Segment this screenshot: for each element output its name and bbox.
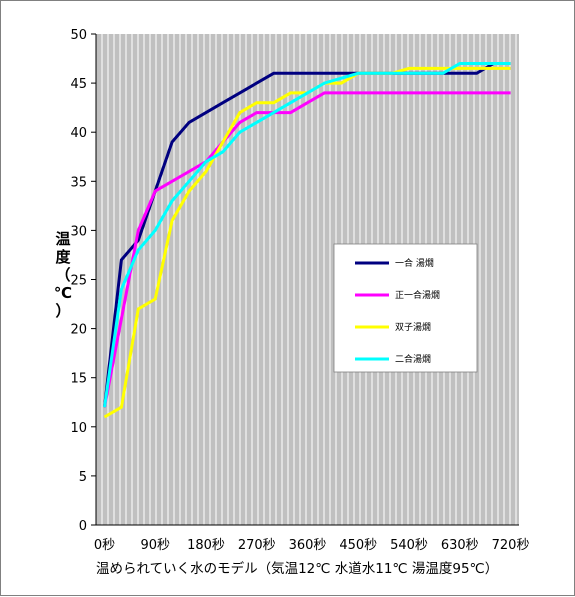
- y-tick-label: 40: [70, 126, 87, 141]
- y-tick-label: 5: [79, 470, 87, 485]
- x-tick-label: 180秒: [187, 538, 225, 553]
- y-tick-label: 30: [70, 224, 87, 239]
- y-tick-labels: 0 5 10 15 20 25 30 35 40 45 50: [70, 28, 96, 534]
- y-tick-label: 15: [70, 372, 87, 387]
- x-tick-label: 540秒: [390, 538, 428, 553]
- grid-lines: [101, 34, 517, 525]
- y-tick-label: 45: [70, 77, 87, 92]
- x-tick-label: 270秒: [238, 538, 276, 553]
- legend-box: [333, 243, 478, 373]
- series-lines: [103, 62, 511, 419]
- legend-label: 二合湯燗: [395, 353, 431, 365]
- y-axis-title: 温度（℃）: [54, 230, 72, 320]
- y-tick-label: 25: [70, 274, 87, 289]
- series-line: [103, 62, 511, 408]
- legend-label: 双子湯燗: [395, 322, 431, 333]
- y-tick-label: 0: [79, 519, 87, 534]
- y-tick-label: 20: [70, 323, 87, 338]
- x-tick-label: 90秒: [140, 538, 170, 553]
- series-line: [103, 91, 511, 408]
- y-tick-label: 35: [70, 175, 87, 190]
- x-tick-label: 360秒: [289, 538, 327, 553]
- x-tick-label: 0秒: [94, 538, 115, 553]
- legend-label: 正一合湯燗: [395, 289, 440, 301]
- x-axis-title: 温められていく水のモデル（気温12℃ 水道水11℃ 湯温度95℃）: [96, 560, 498, 577]
- x-tick-label: 630秒: [441, 538, 479, 553]
- y-tick-label: 10: [70, 421, 87, 436]
- legend-label: 一合 湯燗: [395, 257, 434, 269]
- y-tick-label: 50: [70, 28, 87, 43]
- x-tick-label: 450秒: [339, 538, 377, 553]
- x-tick-label: 720秒: [492, 538, 530, 553]
- x-tick-labels: 0秒 90秒 180秒 270秒 360秒 450秒 540秒 630秒 720秒: [94, 538, 530, 553]
